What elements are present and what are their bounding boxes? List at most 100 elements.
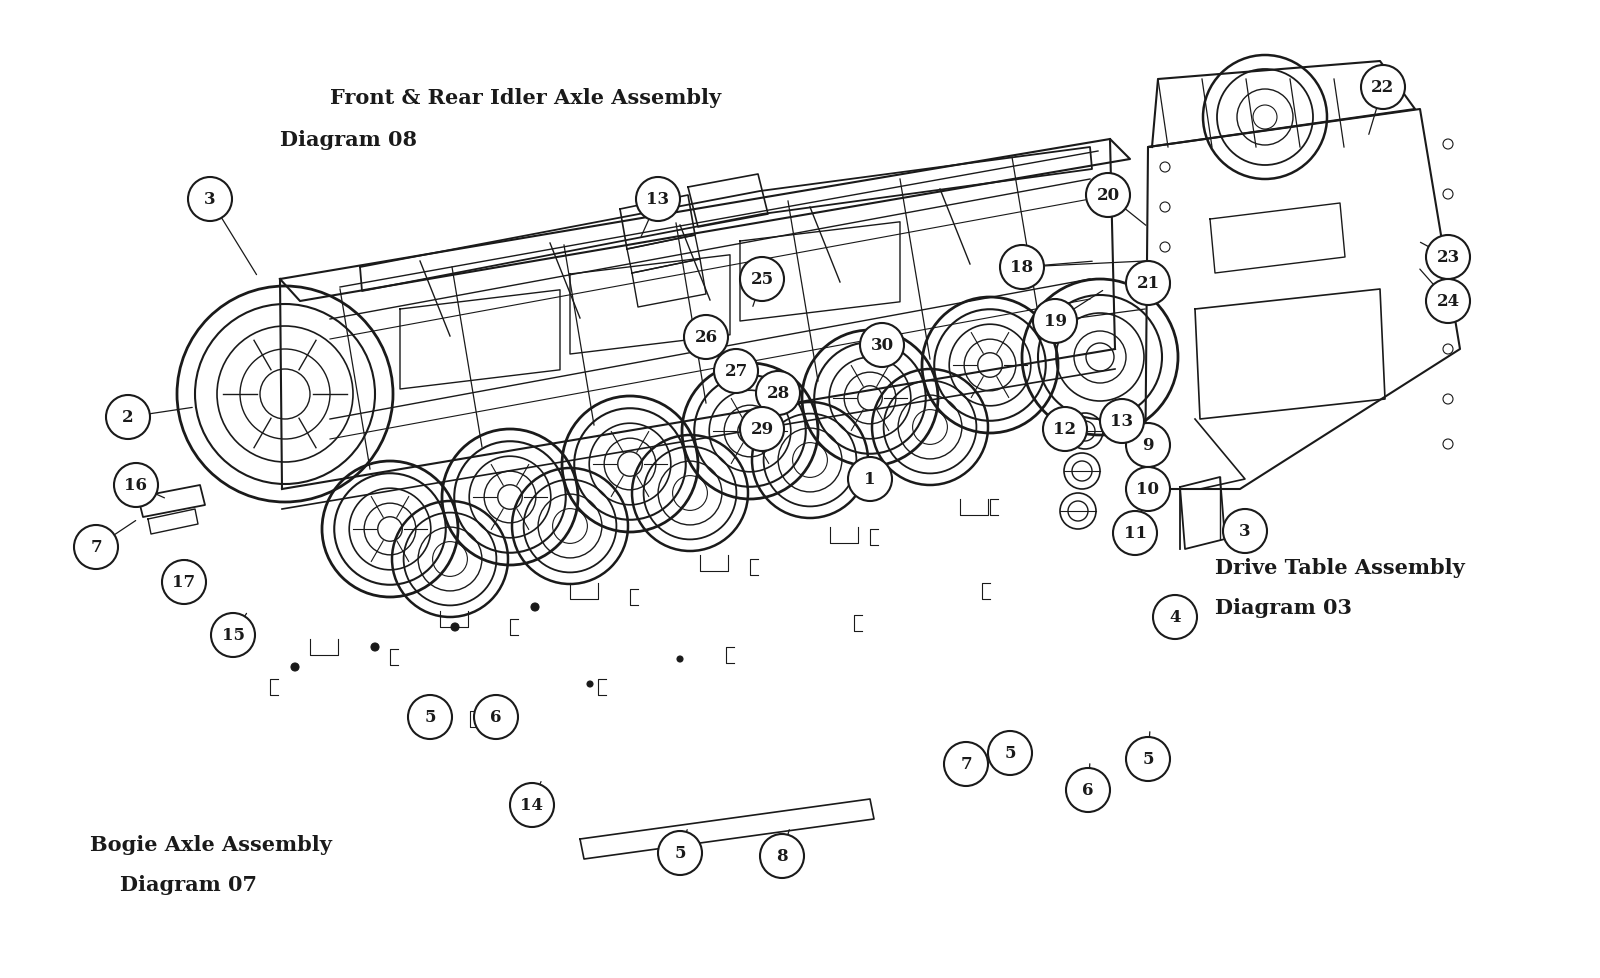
- Text: 14: 14: [520, 797, 544, 814]
- Circle shape: [371, 644, 379, 651]
- Circle shape: [1086, 174, 1130, 218]
- Circle shape: [1160, 202, 1170, 213]
- Circle shape: [848, 458, 893, 502]
- Circle shape: [989, 732, 1032, 776]
- Text: 12: 12: [1053, 422, 1077, 438]
- Circle shape: [1443, 140, 1453, 150]
- Text: 23: 23: [1437, 249, 1459, 266]
- Circle shape: [211, 613, 254, 657]
- Circle shape: [114, 464, 158, 508]
- Circle shape: [291, 663, 299, 671]
- Text: Diagram 08: Diagram 08: [280, 130, 418, 150]
- Circle shape: [739, 258, 784, 301]
- Circle shape: [714, 350, 758, 393]
- Text: 28: 28: [766, 385, 790, 402]
- Text: 6: 6: [1082, 781, 1094, 799]
- Text: 4: 4: [1170, 609, 1181, 626]
- Circle shape: [474, 695, 518, 739]
- Text: 3: 3: [205, 192, 216, 208]
- Circle shape: [1443, 344, 1453, 355]
- Text: 17: 17: [173, 574, 195, 591]
- Text: Front & Rear Idler Axle Assembly: Front & Rear Idler Axle Assembly: [330, 88, 722, 108]
- Text: 20: 20: [1096, 188, 1120, 204]
- Circle shape: [1126, 737, 1170, 781]
- Circle shape: [1160, 283, 1170, 292]
- Text: 13: 13: [1110, 413, 1133, 430]
- Circle shape: [1114, 511, 1157, 556]
- Text: 5: 5: [424, 709, 435, 726]
- Circle shape: [189, 178, 232, 222]
- Circle shape: [1426, 236, 1470, 280]
- Circle shape: [451, 623, 459, 632]
- Circle shape: [677, 656, 683, 662]
- Text: 13: 13: [646, 192, 669, 208]
- Text: 21: 21: [1136, 275, 1160, 292]
- Text: 7: 7: [960, 756, 971, 773]
- Text: 1: 1: [864, 471, 875, 488]
- Circle shape: [1154, 596, 1197, 640]
- Circle shape: [1126, 423, 1170, 467]
- Circle shape: [1126, 262, 1170, 306]
- Text: 11: 11: [1123, 525, 1147, 542]
- Text: 10: 10: [1136, 481, 1160, 498]
- Circle shape: [1053, 316, 1064, 328]
- Circle shape: [74, 525, 118, 569]
- Circle shape: [1443, 439, 1453, 450]
- Circle shape: [1126, 467, 1170, 511]
- Circle shape: [1160, 162, 1170, 173]
- Text: 22: 22: [1371, 79, 1395, 97]
- Text: 2: 2: [122, 409, 134, 426]
- Text: 16: 16: [125, 477, 147, 494]
- Text: 15: 15: [221, 627, 245, 644]
- Circle shape: [760, 834, 805, 878]
- Circle shape: [637, 178, 680, 222]
- Circle shape: [106, 395, 150, 439]
- Text: 27: 27: [725, 363, 747, 380]
- Text: 29: 29: [750, 422, 773, 438]
- Text: Diagram 03: Diagram 03: [1214, 598, 1352, 617]
- Text: Diagram 07: Diagram 07: [120, 874, 258, 894]
- Text: 25: 25: [750, 271, 773, 289]
- Circle shape: [658, 831, 702, 875]
- Text: Bogie Axle Assembly: Bogie Axle Assembly: [90, 834, 331, 854]
- Text: 19: 19: [1043, 313, 1067, 331]
- Circle shape: [1034, 299, 1077, 343]
- Circle shape: [1000, 245, 1043, 289]
- Circle shape: [498, 706, 502, 712]
- Text: 24: 24: [1437, 293, 1459, 310]
- Circle shape: [1142, 283, 1154, 292]
- Text: 9: 9: [1142, 437, 1154, 454]
- Text: 6: 6: [490, 709, 502, 726]
- Circle shape: [685, 316, 728, 360]
- Text: 5: 5: [674, 845, 686, 862]
- Circle shape: [162, 560, 206, 604]
- Text: 3: 3: [1238, 523, 1251, 540]
- Circle shape: [1160, 243, 1170, 252]
- Text: Drive Table Assembly: Drive Table Assembly: [1214, 557, 1464, 577]
- Circle shape: [861, 324, 904, 368]
- Text: 18: 18: [1011, 259, 1034, 276]
- Circle shape: [1222, 510, 1267, 554]
- Circle shape: [1426, 280, 1470, 324]
- Circle shape: [1043, 408, 1086, 452]
- Circle shape: [1443, 394, 1453, 405]
- Circle shape: [408, 695, 453, 739]
- Circle shape: [587, 682, 594, 688]
- Circle shape: [1101, 400, 1144, 444]
- Circle shape: [1362, 66, 1405, 110]
- Text: 26: 26: [694, 330, 717, 346]
- Text: 8: 8: [776, 848, 787, 865]
- Text: 7: 7: [90, 539, 102, 556]
- Circle shape: [1019, 262, 1030, 274]
- Circle shape: [1443, 294, 1453, 305]
- Circle shape: [757, 372, 800, 416]
- Text: 5: 5: [1005, 744, 1016, 762]
- Circle shape: [1066, 768, 1110, 812]
- Circle shape: [1443, 243, 1453, 252]
- Text: 30: 30: [870, 337, 893, 354]
- Circle shape: [739, 408, 784, 452]
- Circle shape: [944, 742, 989, 786]
- Circle shape: [1443, 190, 1453, 200]
- Circle shape: [510, 783, 554, 827]
- Circle shape: [531, 603, 539, 611]
